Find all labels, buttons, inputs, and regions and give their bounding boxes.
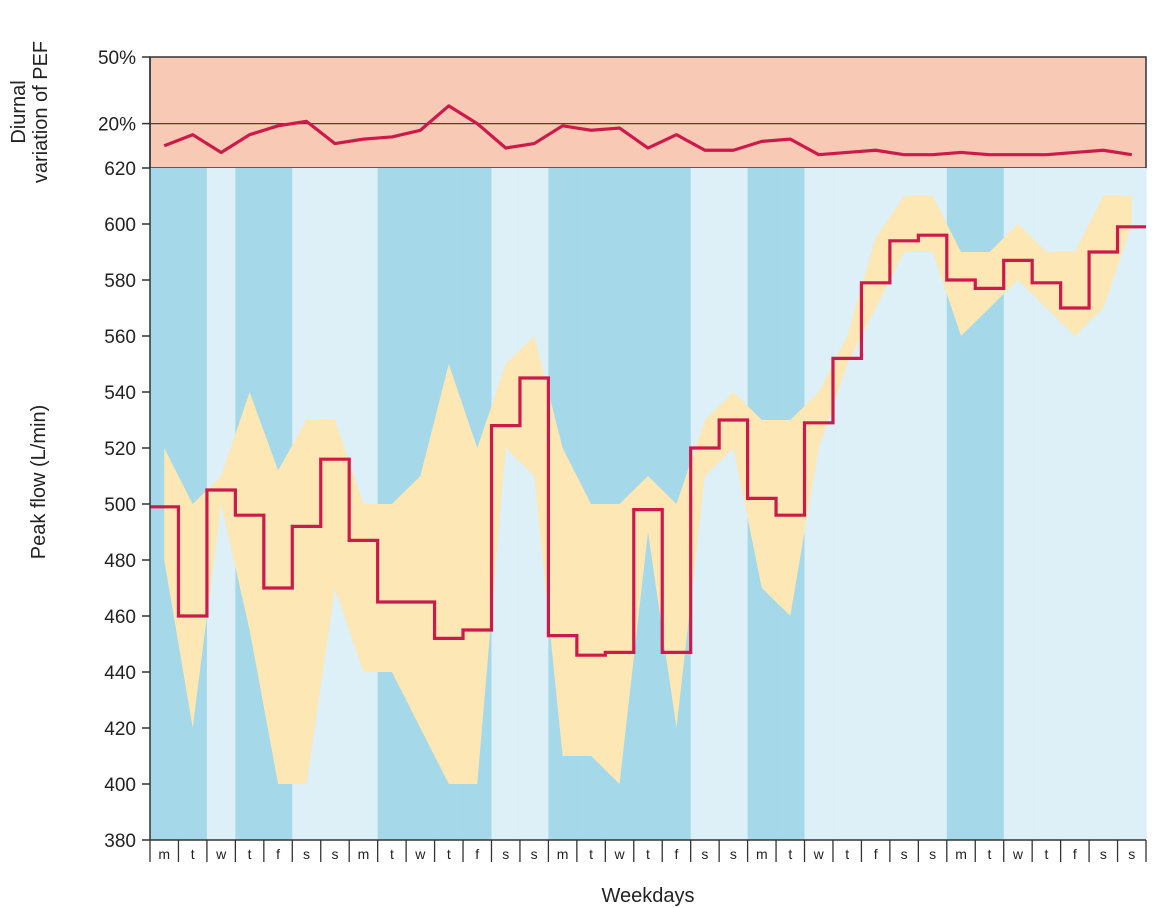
day-tick-label: m <box>358 846 370 862</box>
day-tick-label: w <box>1012 846 1024 862</box>
band-light <box>719 168 749 840</box>
day-tick-label: m <box>756 846 768 862</box>
day-tick-label: f <box>675 846 679 862</box>
day-tick-label: t <box>788 846 792 862</box>
day-tick-label: m <box>955 846 967 862</box>
main-panel: 380 400 420 440 460 480 500 520 540 560 580 600 m t w… <box>104 57 1147 862</box>
y-tick-label: 500 <box>104 495 136 516</box>
day-tick-label: s <box>929 846 936 862</box>
y-tick-label: 580 <box>104 271 136 292</box>
day-tick-label: f <box>475 846 479 862</box>
peak-flow-range-band <box>164 196 1132 784</box>
band-light <box>804 168 834 840</box>
day-tick-label: s <box>1128 846 1135 862</box>
band-light <box>889 168 919 840</box>
top-tick-label: 50% <box>98 48 136 69</box>
day-tick-label: m <box>158 846 170 862</box>
day-tick-label: f <box>1073 846 1077 862</box>
day-tick-label: w <box>414 846 426 862</box>
day-tick-label: t <box>191 846 195 862</box>
top-tick-labels: 50% 20% 620 <box>98 48 150 180</box>
band-light <box>1117 168 1147 840</box>
band-light <box>832 168 863 840</box>
y-tick-label: 540 <box>104 383 136 404</box>
main-panel-ylabel: Peak flow (L/min) <box>28 405 50 560</box>
day-tick-label: s <box>303 846 310 862</box>
day-tick-label: t <box>845 846 849 862</box>
top-panel: 50% 20% 620 <box>98 48 1147 180</box>
top-tick-label: 620 <box>104 159 136 180</box>
day-tick-label: w <box>813 846 825 862</box>
top-tick-label: 20% <box>98 115 136 136</box>
day-tick-label: t <box>447 846 451 862</box>
day-tick-label: w <box>613 846 625 862</box>
day-tick-label: t <box>1044 846 1048 862</box>
day-tick-label: t <box>248 846 252 862</box>
day-tick-label: s <box>901 846 908 862</box>
diurnal-variation-line <box>163 104 1133 157</box>
day-tick-label: f <box>276 846 280 862</box>
day-tick-label: t <box>589 846 593 862</box>
top-panel-zone <box>150 57 1146 168</box>
day-tick-label: t <box>988 846 992 862</box>
day-tick-label: t <box>390 846 394 862</box>
y-tick-label: 460 <box>104 607 136 628</box>
day-tick-label: t <box>646 846 650 862</box>
y-tick-label: 400 <box>104 775 136 796</box>
y-tick-label: 560 <box>104 327 136 348</box>
day-tick-label: s <box>1100 846 1107 862</box>
day-tick-label: s <box>502 846 509 862</box>
y-tick-label: 480 <box>104 551 136 572</box>
day-tick-label: f <box>874 846 878 862</box>
day-tick-label: w <box>215 846 227 862</box>
y-tick-label: 380 <box>104 831 136 852</box>
day-tick-label: s <box>701 846 708 862</box>
top-panel-ylabel: Diurnalvariation of PEF <box>8 41 52 183</box>
day-tick-label: s <box>531 846 538 862</box>
day-tick-label: s <box>331 846 338 862</box>
y-tick-label: 520 <box>104 439 136 460</box>
x-axis-title: Weekdays <box>601 885 694 907</box>
y-tick-label: 600 <box>104 215 136 236</box>
peak-flow-step-line <box>150 225 1146 657</box>
y-tick-label: 420 <box>104 719 136 740</box>
y-tick-label: 440 <box>104 663 136 684</box>
day-tick-label: m <box>557 846 569 862</box>
y-axis-ticks: 380 400 420 440 460 480 500 520 540 560 580 600 <box>104 215 150 852</box>
day-tick-label: s <box>730 846 737 862</box>
